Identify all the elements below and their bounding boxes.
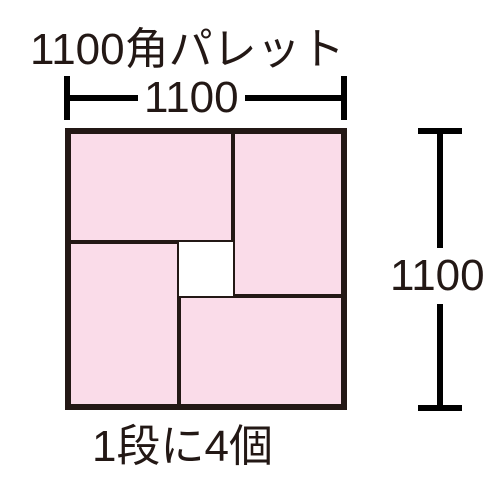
dim-top-value: 1100 <box>138 76 245 120</box>
piece-top <box>69 132 233 242</box>
piece-right <box>233 132 343 296</box>
piece-left <box>69 242 179 406</box>
caption-text: 1段に4個 <box>92 425 273 469</box>
title-text: 1100角パレット <box>30 28 345 72</box>
dim-right-value: 1100 <box>390 248 485 304</box>
dim-right-tick-bottom <box>418 405 462 411</box>
diagram-root: 1100角パレット 1100 1100 1段に4個 <box>0 0 500 500</box>
dim-top-tick-right <box>341 76 347 120</box>
piece-bottom <box>179 296 343 406</box>
